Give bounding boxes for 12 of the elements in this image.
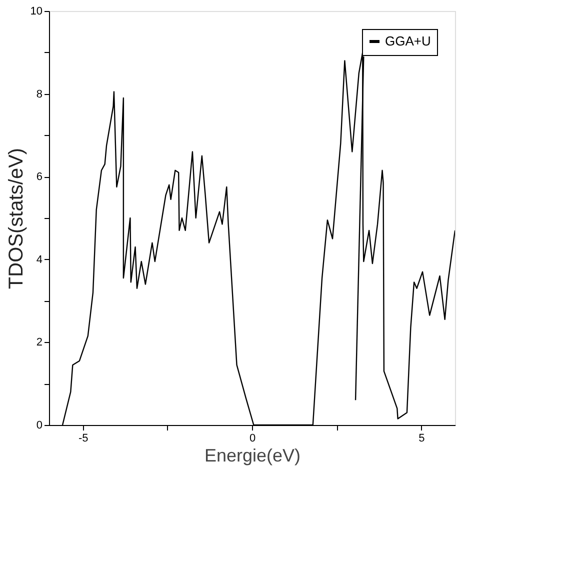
y-tick-label: 8 — [36, 88, 42, 100]
x-axis-title: Energie(eV) — [204, 446, 301, 466]
y-tick-label: 6 — [36, 171, 42, 184]
y-tick-label: 4 — [36, 254, 42, 266]
y-tick-label: 0 — [36, 420, 42, 432]
y-tick-label: 10 — [30, 6, 42, 18]
legend-label: GGA+U — [385, 34, 431, 48]
y-tick-label: 2 — [36, 336, 42, 349]
x-tick-label: 5 — [418, 432, 425, 444]
y-axis-title: TDOS(stats/eV) — [5, 148, 28, 290]
x-tick-label: 0 — [249, 432, 256, 444]
x-tick-label: -5 — [78, 432, 88, 444]
